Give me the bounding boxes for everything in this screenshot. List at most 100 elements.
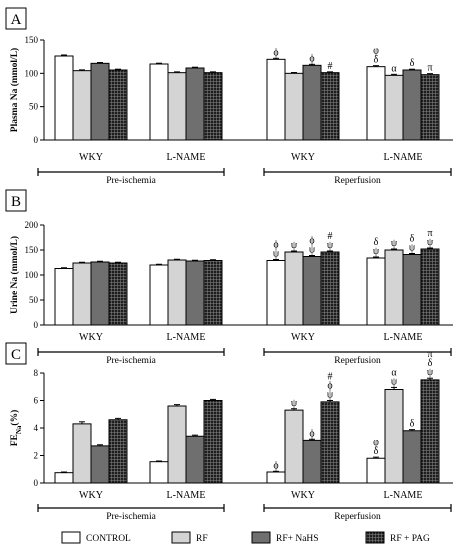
y-axis-label-base: FE: [10, 434, 20, 446]
bar-rf-pag-group-1: [108, 262, 128, 326]
period-label: Reperfusion: [334, 355, 381, 366]
significance-mark: #: [328, 61, 333, 72]
significance-mark: ψ: [409, 243, 416, 254]
legend-label: CONTROL: [86, 534, 131, 544]
y-tick-label: 8: [34, 368, 39, 378]
bar-rf-nahs-group-1: [90, 62, 110, 141]
bar-control-group-3: [266, 471, 286, 484]
bar-rf-group-1: [72, 423, 92, 484]
significance-mark: ψ: [373, 246, 380, 257]
bar-control-group-1: [54, 55, 74, 141]
y-axis-label: FENa(%): [9, 410, 23, 447]
group-label: L-NAME: [167, 152, 206, 163]
bar-rf-group-3: [284, 72, 304, 141]
significance-mark: π: [427, 349, 432, 360]
significance-mark: δ: [374, 446, 379, 457]
bar-rf-group-3: [284, 251, 304, 326]
period-label: Reperfusion: [334, 175, 381, 186]
bar-rf-pag-group-1: [108, 419, 128, 484]
legend-label: RF+ NaHS: [276, 534, 319, 544]
significance-mark: ϕ: [309, 53, 314, 64]
significance-mark: ϕ: [273, 460, 278, 471]
bar-rf-pag-group-2: [203, 400, 223, 484]
y-tick-label: 100: [25, 270, 39, 280]
y-tick-label: 150: [25, 245, 39, 255]
bar-control-group-2: [149, 461, 169, 484]
significance-mark: α: [391, 367, 397, 378]
bar-rf-group-1: [72, 262, 92, 326]
significance-mark: α: [391, 63, 397, 74]
bar-rf-group-4: [384, 389, 404, 484]
significance-mark: ψ: [391, 238, 398, 249]
panel-letter-box: [5, 189, 27, 212]
significance-mark: ψ: [309, 245, 316, 256]
significance-mark: #: [328, 372, 333, 383]
bar-rf-pag-group-3: [320, 401, 340, 484]
group-label: WKY: [291, 152, 315, 163]
legend: CONTROL RF RF+ NaHS RF + PAG: [61, 531, 430, 544]
bar-rf-nahs-group-4: [402, 430, 422, 484]
group-label: WKY: [291, 490, 315, 501]
significance-mark: ϕ: [273, 47, 278, 58]
significance-mark: π: [427, 228, 432, 239]
significance-mark: ϕ: [309, 236, 314, 247]
y-axis-label-tail: (%): [9, 410, 20, 426]
bar-rf-nahs-group-3: [302, 256, 322, 326]
period-label: Pre-ischemia: [106, 512, 156, 522]
significance-mark: #: [328, 231, 333, 242]
significance-mark: ψ: [327, 240, 334, 251]
significance-mark: δ: [374, 237, 379, 248]
y-tick-label: 100: [25, 68, 39, 78]
y-axis-label-sub: Na: [15, 425, 23, 434]
group-label: L-NAME: [384, 332, 423, 343]
bar-rf-group-4: [384, 74, 404, 141]
panel-letter: C: [11, 347, 21, 363]
bar-rf-pag-group-3: [320, 72, 340, 141]
legend-swatch: [61, 531, 81, 544]
bar-control-group-1: [54, 268, 74, 326]
y-tick-label: 2: [34, 451, 39, 461]
period-label: Pre-ischemia: [106, 356, 156, 366]
group-label: WKY: [79, 152, 103, 163]
legend-label: RF: [196, 534, 208, 544]
significance-mark: φ: [373, 437, 379, 448]
bar-control-group-4: [366, 457, 386, 484]
y-tick-label: 0: [34, 135, 39, 145]
significance-mark: ψ: [291, 398, 298, 409]
bar-rf-group-2: [167, 259, 187, 326]
legend-label: RF + PAG: [390, 534, 430, 544]
significance-mark: ψ: [391, 376, 398, 387]
y-tick-label: 0: [34, 320, 39, 330]
legend-swatch: [171, 531, 191, 544]
significance-mark: ϕ: [273, 240, 278, 251]
bar-rf-pag-group-3: [320, 251, 340, 326]
significance-mark: ψ: [273, 249, 280, 260]
y-axis-label: Plasma Na (mmol/L): [9, 48, 20, 132]
group-label: WKY: [79, 332, 103, 343]
significance-mark: π: [427, 63, 432, 74]
bar-rf-pag-group-2: [203, 72, 223, 141]
bar-rf-nahs-group-4: [402, 254, 422, 326]
bar-control-group-1: [54, 472, 74, 484]
y-tick-label: 150: [25, 35, 39, 45]
bar-control-group-3: [266, 260, 286, 326]
significance-mark: ψ: [291, 240, 298, 251]
group-label: WKY: [79, 490, 103, 501]
bar-rf-group-1: [72, 70, 92, 141]
significance-mark: δ: [410, 234, 415, 245]
bar-rf-nahs-group-1: [90, 445, 110, 484]
bar-rf-group-2: [167, 405, 187, 484]
bar-control-group-2: [149, 264, 169, 326]
bar-rf-pag-group-4: [420, 74, 440, 141]
group-label: L-NAME: [167, 332, 206, 343]
significance-mark: δ: [410, 419, 415, 430]
bar-rf-pag-group-4: [420, 248, 440, 326]
bar-control-group-3: [266, 58, 286, 141]
panel-letter-box: [5, 7, 27, 30]
y-tick-label: 6: [34, 396, 39, 406]
bar-rf-pag-group-2: [203, 260, 223, 326]
significance-mark: δ: [374, 55, 379, 66]
